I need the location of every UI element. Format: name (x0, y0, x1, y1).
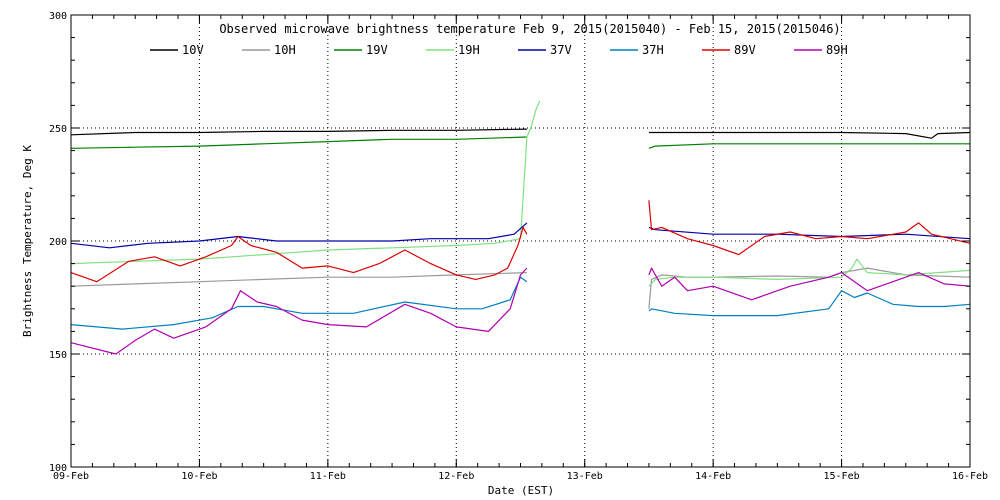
y-axis-label: Brightness Temperature, Deg K (21, 145, 34, 337)
grid (71, 15, 970, 467)
x-tick-label: 13-Feb (567, 471, 603, 482)
y-tick-label: 100 (49, 463, 67, 474)
series-line-19v (648, 143, 970, 149)
x-tick-label: 12-Feb (438, 471, 474, 482)
series-line-89v (70, 226, 528, 283)
series-line-89h (648, 267, 971, 301)
x-tick-label: 14-Feb (695, 471, 731, 482)
legend-label-37v: 37V (550, 43, 572, 57)
y-tick-label: 300 (49, 11, 67, 22)
chart-title: Observed microwave brightness temperatur… (219, 22, 840, 36)
series-lines (70, 100, 971, 355)
legend-label-37h: 37H (642, 43, 664, 57)
series-line-10v (648, 131, 971, 139)
legend: 10V 10H 19V 19H 37V 37H 89V 89H (150, 43, 848, 57)
legend-label-10h: 10H (274, 43, 296, 57)
x-tick-label: 10-Feb (181, 471, 217, 482)
series-line-10h (648, 267, 971, 309)
series-line-10h (70, 272, 527, 287)
y-tick-label: 250 (49, 124, 67, 135)
series-line-89v (648, 200, 971, 256)
y-tick-label: 200 (49, 237, 67, 248)
series-line-89h (70, 267, 528, 355)
x-axis-label: Date (EST) (488, 484, 554, 497)
legend-label-10v: 10V (182, 43, 204, 57)
x-tick-label: 09-Feb (53, 471, 89, 482)
legend-label-89h: 89H (826, 43, 848, 57)
x-tick-label: 15-Feb (824, 471, 860, 482)
series-line-37h (648, 290, 971, 317)
y-tick-label: 150 (49, 350, 67, 361)
series-line-37v (70, 222, 528, 249)
series-line-19v (70, 136, 527, 149)
legend-label-89v: 89V (734, 43, 756, 57)
legend-label-19v: 19V (366, 43, 388, 57)
legend-label-19h: 19H (458, 43, 480, 57)
series-line-10v (70, 128, 527, 136)
x-tick-label: 11-Feb (310, 471, 346, 482)
series-line-37h (70, 276, 528, 330)
x-tick-label: 16-Feb (952, 471, 988, 482)
series-line-19h (648, 258, 971, 287)
axis-ticks: 09-Feb 10-Feb 11-Feb 12-Feb 13-Feb 14-Feb 15-F… (49, 11, 988, 482)
